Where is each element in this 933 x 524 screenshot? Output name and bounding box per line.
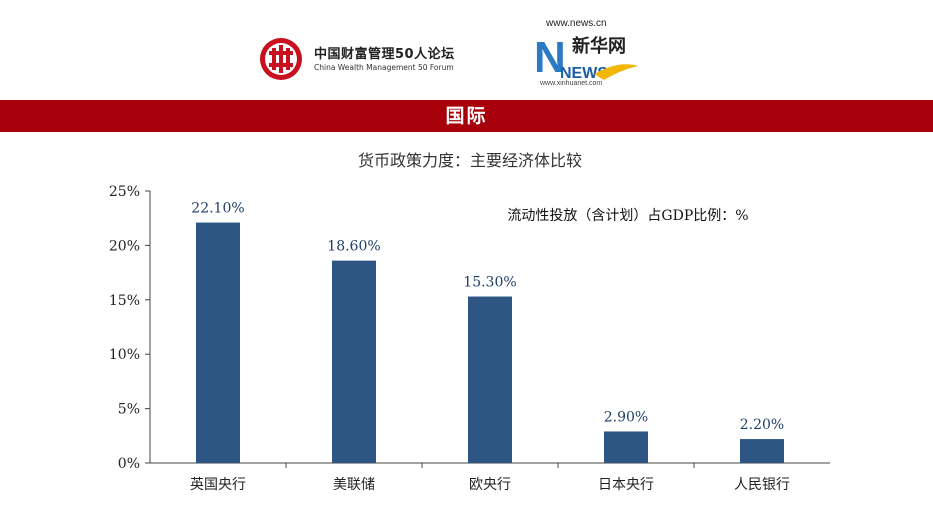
data-label: 2.20% xyxy=(740,417,784,433)
y-tick-label: 0% xyxy=(118,456,140,472)
forum-name-cn: 中国财富管理50人论坛 xyxy=(314,47,455,62)
y-tick-label: 25% xyxy=(109,184,140,200)
x-tick-label: 日本央行 xyxy=(598,477,654,493)
chart-annotation: 流动性投放（含计划）占GDP比例：% xyxy=(507,208,748,224)
bar xyxy=(604,431,648,463)
chart-bars: 22.10% 英国央行 18.60% 美联储 15.30% 欧央行 2.90% 日本央行 2.2… xyxy=(190,201,790,493)
xinhua-swoosh-icon xyxy=(594,64,638,80)
x-tick-label: 英国央行 xyxy=(190,476,246,493)
xinhua-sub-url: www.xinhuanet.com xyxy=(540,80,603,87)
y-tick-label: 15% xyxy=(109,293,140,309)
forum-name-en: China Wealth Management 50 Forum xyxy=(314,63,454,72)
xinhua-news-mark: N NEWS xyxy=(534,33,638,82)
forum-logo: 中国财富管理50人论坛 China Wealth Management 50 F… xyxy=(258,36,478,82)
bar xyxy=(468,296,512,463)
forum-seal-icon xyxy=(260,38,302,80)
data-label: 2.90% xyxy=(604,409,648,425)
y-tick-label: 20% xyxy=(109,238,140,254)
chart-title: 货币政策力度：主要经济体比较 xyxy=(358,151,582,170)
data-label: 15.30% xyxy=(463,275,516,291)
bar xyxy=(740,439,784,463)
section-banner: 国际 xyxy=(0,100,933,132)
x-tick-label: 人民银行 xyxy=(734,477,790,493)
xinhua-logo: www.news.cn N NEWS 新华网 www.xinhuanet.com xyxy=(534,18,654,90)
x-tick-label: 美联储 xyxy=(333,477,375,493)
y-tick-label: 5% xyxy=(118,402,140,418)
xinhua-url: www.news.cn xyxy=(546,18,607,29)
data-label: 18.60% xyxy=(327,239,380,255)
xinhua-news-word: NEWS xyxy=(560,65,608,82)
data-label: 22.10% xyxy=(191,201,244,217)
bar xyxy=(196,222,240,463)
y-tick-label: 10% xyxy=(109,347,140,363)
bar-chart: 货币政策力度：主要经济体比较 流动性投放（含计划）占GDP比例：% 0% 5% 10… xyxy=(109,151,830,493)
xinhua-brand-cn: 新华网 xyxy=(572,36,626,57)
bar xyxy=(332,260,376,463)
xinhua-n-letter: N xyxy=(534,33,566,82)
x-tick-label: 欧央行 xyxy=(469,477,511,493)
